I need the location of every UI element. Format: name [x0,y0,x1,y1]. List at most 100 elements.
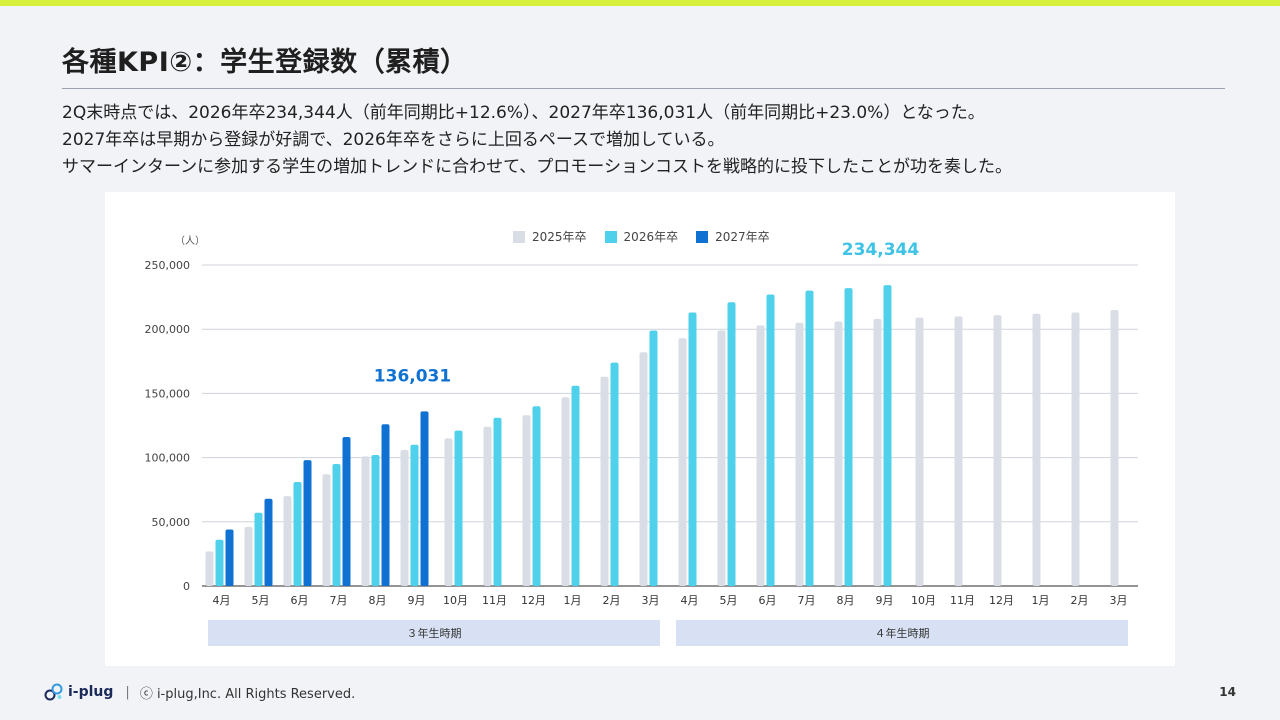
x-tick-label: 4月 [213,594,231,607]
legend-item: 2025年卒 [513,228,587,245]
x-tick-label: 9月 [408,594,426,607]
footer: i-plug | ⓒ i-plug,Inc. All Rights Reserv… [44,682,355,702]
bar-2025年卒 [915,317,924,586]
y-tick-label: 200,000 [145,323,191,336]
x-tick-label: 2月 [1071,594,1089,607]
y-tick-label: 250,000 [145,259,191,272]
page-title: 各種KPI②：学生登録数（累積） [62,47,468,78]
bar-2025年卒 [756,325,765,586]
bar-2026年卒 [805,290,814,586]
x-tick-label: 12月 [989,594,1014,607]
bar-2026年卒 [688,312,697,586]
bar-2025年卒 [1071,312,1080,586]
bar-2025年卒 [522,415,531,586]
logo-icon [44,683,63,701]
x-tick-label: 7月 [330,594,348,607]
description-block: 2Q末時点では、2026年卒234,344人（前年同期比+12.6%）、2027… [62,100,1222,181]
bar-2026年卒 [766,294,775,586]
bar-2026年卒 [571,385,580,586]
bar-2025年卒 [1032,313,1041,586]
y-tick-label: 50,000 [152,516,191,529]
data-label: 136,031 [374,366,451,386]
legend-label: 2026年卒 [623,230,679,244]
bar-2026年卒 [254,512,263,586]
bar-2025年卒 [244,526,253,586]
legend-item: 2027年卒 [696,228,770,245]
x-tick-label: 1月 [1032,594,1050,607]
x-tick-label: 3月 [642,594,660,607]
bar-2025年卒 [873,318,882,586]
bar-2025年卒 [639,352,648,586]
x-tick-label: 11月 [482,594,507,607]
x-tick-label: 5月 [720,594,738,607]
x-tick-label: 10月 [911,594,936,607]
title-divider [62,88,1225,89]
x-tick-label: 10月 [443,594,468,607]
bar-2025年卒 [205,551,214,586]
bar-2025年卒 [444,438,453,586]
bar-2025年卒 [678,338,687,586]
bar-2026年卒 [454,430,463,586]
chart-legend: 2025年卒 2026年卒 2027年卒 [513,228,770,245]
legend-label: 2025年卒 [532,230,587,244]
y-tick-label: 0 [183,580,190,593]
bar-2026年卒 [293,481,302,586]
legend-swatch-2027 [696,230,709,243]
bar-2027年卒 [264,498,273,586]
data-label: 234,344 [842,240,920,260]
bar-2026年卒 [532,406,541,586]
bar-2025年卒 [561,397,570,586]
period-label: ３年生時期 [407,626,462,640]
bar-2027年卒 [303,460,312,586]
y-axis-unit-label: （人） [175,236,205,247]
x-tick-label: 6月 [759,594,777,607]
x-tick-label: 1月 [564,594,582,607]
legend-swatch-2025 [513,230,525,243]
bar-2026年卒 [844,288,853,586]
bar-2025年卒 [717,330,726,586]
x-tick-label: 7月 [798,594,816,607]
bar-2026年卒 [332,464,341,586]
bar-2026年卒 [493,417,502,586]
bar-2025年卒 [795,322,804,586]
bar-2025年卒 [834,321,843,586]
bar-2025年卒 [283,496,292,586]
bar-2026年卒 [371,455,380,586]
bar-2027年卒 [381,424,390,586]
x-tick-label: 11月 [950,594,975,607]
bar-2025年卒 [993,315,1002,586]
chart-panel: （人） 2025年卒 2026年卒 2027年卒 0 50,000 100,000 1… [105,192,1175,666]
y-tick-label: 100,000 [145,452,191,465]
bar-2026年卒 [610,362,619,586]
bar-2025年卒 [400,449,409,586]
bar-2026年卒 [215,539,224,586]
x-tick-label: 4月 [681,594,699,607]
x-tick-label: 12月 [521,594,546,607]
bar-2025年卒 [483,426,492,586]
bar-2027年卒 [420,411,429,586]
legend-swatch-2026 [604,230,617,243]
legend-item: 2026年卒 [604,228,679,245]
copyright-text: ⓒ i-plug,Inc. All Rights Reserved. [139,686,356,702]
description-line: 2Q末時点では、2026年卒234,344人（前年同期比+12.6%）、2027… [62,103,985,123]
period-band [676,620,1128,646]
page-number: 14 [1219,685,1236,699]
period-label: ４年生時期 [875,626,930,640]
bar-2025年卒 [361,456,370,586]
bar-2027年卒 [342,437,351,586]
x-tick-label: 5月 [252,594,270,607]
top-accent-bar [0,0,1280,6]
bar-2025年卒 [600,376,609,586]
period-band [208,620,660,646]
logo-text: i-plug [68,684,114,700]
bar-2026年卒 [727,302,736,586]
bar-2025年卒 [1110,309,1119,586]
x-tick-label: 8月 [369,594,387,607]
company-logo: i-plug [44,682,113,702]
bar-2026年卒 [883,285,892,586]
x-tick-label: 9月 [876,594,894,607]
bar-2025年卒 [322,474,331,586]
description-line: サマーインターンに参加する学生の増加トレンドに合わせて、プロモーションコストを戦… [62,157,1012,177]
x-tick-label: 8月 [837,594,855,607]
footer-separator: | [125,684,130,700]
